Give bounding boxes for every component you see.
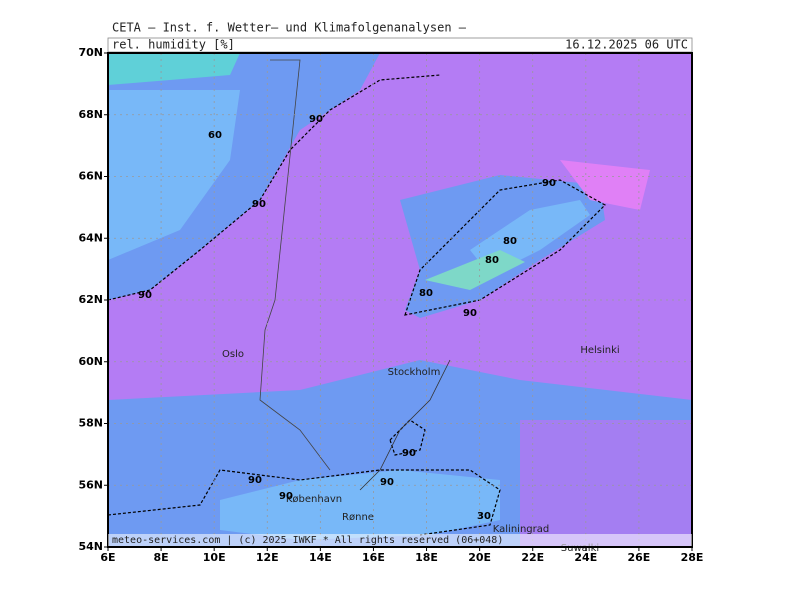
contour-label: 90	[463, 308, 477, 319]
lat-tick-label: 68N	[78, 108, 103, 121]
place-label: Kaliningrad	[493, 524, 549, 535]
lon-tick-label: 12E	[256, 551, 279, 564]
contour-label: 80	[503, 236, 517, 247]
border-line	[259, 59, 331, 471]
map-field	[108, 53, 692, 547]
lon-tick-label: 10E	[203, 551, 226, 564]
contour-label: 90	[248, 475, 262, 486]
lat-tick-label: 62N	[78, 293, 103, 306]
lat-tick-label: 56N	[78, 478, 103, 491]
lat-tick-label: 66N	[78, 170, 103, 183]
lat-tick-label: 54N	[78, 540, 103, 553]
contour-label: 90	[402, 448, 416, 459]
lon-tick-label: 20E	[468, 551, 491, 564]
lon-tick-label: 24E	[574, 551, 597, 564]
field-pink	[560, 160, 650, 210]
lon-tick-label: 6E	[100, 551, 115, 564]
contour-label: 90	[252, 199, 266, 210]
coastline	[359, 359, 451, 491]
map-frame	[107, 52, 693, 548]
footer-text: meteo-services.com | (c) 2025 IWKF * All…	[112, 535, 503, 546]
field-cyan	[425, 250, 525, 290]
field-lightblue	[108, 90, 240, 260]
contour-label: 80	[419, 288, 433, 299]
lon-tick-label: 18E	[415, 551, 438, 564]
contour-label: 90	[380, 477, 394, 488]
lat-tick-label: 64N	[78, 231, 103, 244]
lon-tick-label: 26E	[627, 551, 650, 564]
contour-line	[389, 419, 426, 456]
field-lightblue	[220, 470, 500, 540]
contour-label: 30	[477, 511, 491, 522]
place-label: Suwałki	[561, 543, 599, 554]
contour-label: 80	[485, 255, 499, 266]
lat-tick-label: 70N	[78, 46, 103, 59]
place-label: Stockholm	[388, 367, 441, 378]
place-label: København	[286, 494, 342, 505]
contour-label: 90	[542, 178, 556, 189]
place-label: Helsinki	[580, 345, 619, 356]
source-title: CETA — Inst. f. Wetter— und Klimafolgena…	[112, 21, 467, 35]
contour-label: 60	[208, 130, 222, 141]
contour-line	[108, 74, 441, 301]
contour-label: 90	[138, 290, 152, 301]
contour-line	[108, 469, 501, 536]
footer-box	[108, 534, 692, 546]
contour-label: 90	[279, 491, 293, 502]
place-label: Oslo	[222, 349, 244, 360]
lon-tick-label: 28E	[681, 551, 704, 564]
lon-tick-label: 14E	[309, 551, 332, 564]
datetime-label: 16.12.2025 06 UTC	[565, 38, 688, 52]
parameter-label: rel. humidity [%]	[112, 38, 235, 52]
field-purple	[520, 420, 692, 547]
contour-line	[404, 179, 606, 316]
lat-tick-label: 58N	[78, 417, 103, 430]
lon-tick-label: 8E	[154, 551, 169, 564]
lon-tick-label: 16E	[362, 551, 385, 564]
contour-label: 90	[309, 114, 323, 125]
place-label: Rønne	[342, 512, 374, 523]
field-cyan	[108, 53, 240, 85]
lat-tick-label: 60N	[78, 355, 103, 368]
lon-tick-label: 22E	[521, 551, 544, 564]
